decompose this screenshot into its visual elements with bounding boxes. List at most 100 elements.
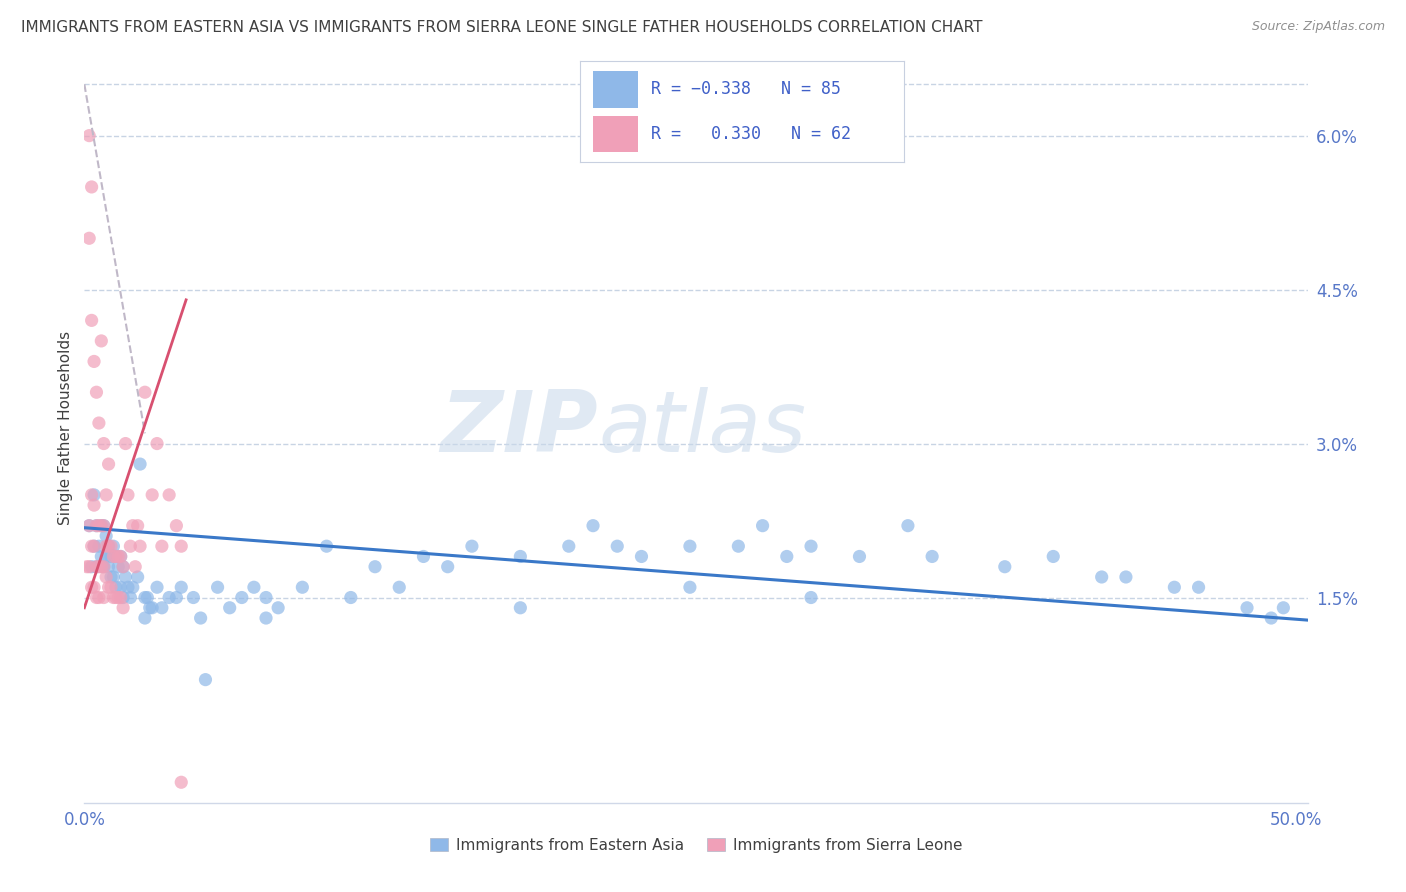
Point	[751, 518, 773, 533]
Point	[1236, 600, 1258, 615]
Point	[86, 518, 108, 533]
Point	[436, 559, 458, 574]
Point	[112, 559, 135, 574]
Point	[146, 436, 169, 450]
Point	[110, 580, 132, 594]
Point	[77, 518, 100, 533]
Text: atlas: atlas	[598, 386, 806, 470]
Point	[87, 518, 110, 533]
Point	[93, 436, 115, 450]
Point	[80, 180, 103, 194]
Point	[157, 591, 180, 605]
Point	[103, 539, 125, 553]
Point	[134, 385, 156, 400]
Point	[110, 549, 132, 564]
Point	[83, 498, 105, 512]
Point	[112, 600, 135, 615]
Point	[679, 580, 702, 594]
Point	[100, 549, 122, 564]
Point	[93, 518, 115, 533]
Point	[97, 457, 120, 471]
Point	[1260, 611, 1282, 625]
Point	[86, 385, 108, 400]
Point	[291, 580, 314, 594]
Point	[83, 539, 105, 553]
Point	[77, 231, 100, 245]
Point	[139, 600, 162, 615]
Point	[83, 488, 105, 502]
Point	[86, 591, 108, 605]
Point	[80, 559, 103, 574]
Point	[77, 128, 100, 143]
Text: Source: ZipAtlas.com: Source: ZipAtlas.com	[1251, 20, 1385, 33]
Point	[136, 591, 159, 605]
Point	[170, 580, 193, 594]
Point	[388, 580, 411, 594]
Point	[100, 570, 122, 584]
Point	[150, 600, 173, 615]
Point	[86, 518, 108, 533]
Point	[96, 570, 118, 584]
Point	[165, 591, 187, 605]
Point	[104, 549, 127, 564]
Point	[96, 549, 118, 564]
Point	[461, 539, 484, 553]
Point	[582, 518, 605, 533]
Point	[112, 559, 135, 574]
Point	[1187, 580, 1209, 594]
Point	[77, 559, 100, 574]
Text: IMMIGRANTS FROM EASTERN ASIA VS IMMIGRANTS FROM SIERRA LEONE SINGLE FATHER HOUSE: IMMIGRANTS FROM EASTERN ASIA VS IMMIGRAN…	[21, 20, 983, 35]
Point	[121, 518, 143, 533]
Point	[100, 539, 122, 553]
Point	[207, 580, 229, 594]
Point	[800, 591, 823, 605]
Point	[97, 580, 120, 594]
Point	[129, 457, 152, 471]
Point	[157, 488, 180, 502]
Point	[83, 580, 105, 594]
Point	[897, 518, 920, 533]
Point	[103, 570, 125, 584]
Point	[727, 539, 749, 553]
Point	[93, 518, 115, 533]
Point	[170, 775, 193, 789]
Point	[606, 539, 628, 553]
Point	[97, 559, 120, 574]
Point	[921, 549, 943, 564]
Point	[90, 559, 112, 574]
Point	[120, 539, 142, 553]
Point	[412, 549, 434, 564]
Point	[117, 488, 139, 502]
Point	[800, 539, 823, 553]
Point	[96, 529, 118, 543]
Point	[90, 518, 112, 533]
Point	[243, 580, 266, 594]
Point	[107, 549, 129, 564]
Point	[83, 354, 105, 368]
Point	[183, 591, 205, 605]
Point	[83, 539, 105, 553]
Point	[104, 549, 127, 564]
Point	[80, 488, 103, 502]
Point	[127, 570, 149, 584]
Point	[994, 559, 1017, 574]
Point	[90, 549, 112, 564]
Point	[80, 539, 103, 553]
Point	[117, 580, 139, 594]
Point	[87, 591, 110, 605]
Point	[87, 416, 110, 430]
Point	[1042, 549, 1064, 564]
Point	[103, 591, 125, 605]
Point	[231, 591, 253, 605]
Point	[110, 549, 132, 564]
Point	[90, 518, 112, 533]
Point	[141, 600, 163, 615]
Point	[267, 600, 290, 615]
Point	[1115, 570, 1137, 584]
Point	[87, 539, 110, 553]
Point	[848, 549, 870, 564]
Point	[340, 591, 363, 605]
Point	[93, 559, 115, 574]
Point	[93, 591, 115, 605]
Point	[558, 539, 581, 553]
